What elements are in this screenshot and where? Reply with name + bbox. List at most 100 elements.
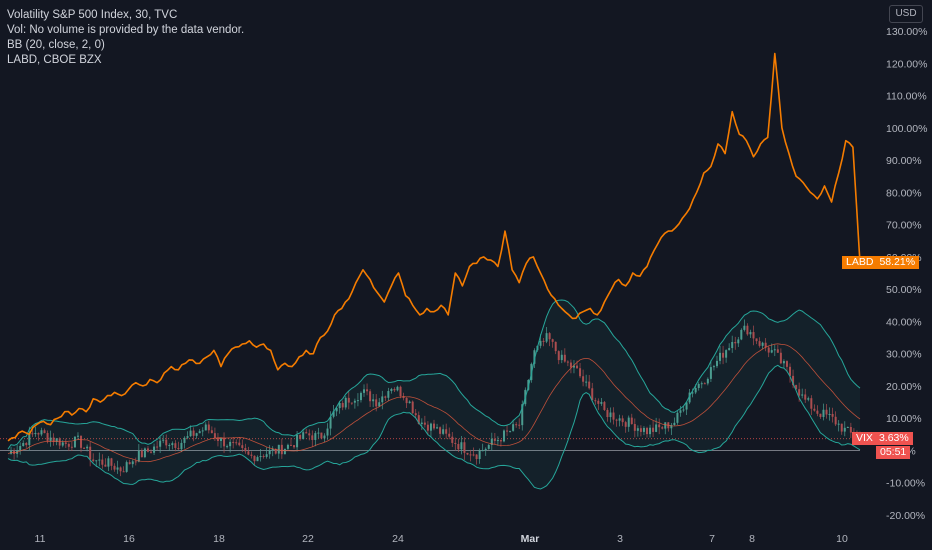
vix-candle-body	[758, 341, 761, 346]
legend-bb[interactable]: BB (20, close, 2, 0)	[7, 39, 105, 51]
vix-candle-body	[52, 437, 55, 442]
labd-price-tag: LABD 58.21%	[842, 256, 920, 269]
vix-candle-body	[442, 429, 445, 434]
x-tick-label: 18	[213, 533, 225, 545]
x-tick-label: 8	[749, 533, 755, 545]
vix-candle-body	[673, 422, 676, 426]
legend-compare[interactable]: LABD, CBOE BZX	[7, 54, 102, 66]
vix-candle-body	[624, 422, 627, 427]
vix-candle-body	[740, 329, 743, 340]
vix-candle-body	[627, 417, 630, 427]
y-tick-label: 20.00%	[886, 381, 922, 393]
vix-candle-body	[216, 437, 219, 441]
vix-candle-body	[241, 445, 244, 449]
vix-candle-body	[652, 427, 655, 432]
vix-candle-body	[189, 430, 192, 437]
vix-candle-body	[454, 442, 457, 444]
vix-candle-body	[490, 438, 493, 445]
vix-candle-body	[439, 427, 442, 434]
y-tick-label: 130.00%	[886, 26, 927, 38]
vix-candle-body	[271, 448, 274, 451]
y-tick-label: 10.00%	[886, 413, 922, 425]
vix-candle-body	[247, 451, 250, 455]
vix-candle-body	[801, 394, 804, 396]
vix-candle-body	[350, 402, 353, 404]
bar-countdown: 05:51	[876, 446, 911, 459]
vix-candle-body	[244, 448, 247, 452]
vix-candle-body	[770, 350, 773, 353]
vix-candle-body	[521, 404, 524, 426]
vix-candle-body	[101, 459, 104, 465]
y-tick-label: 110.00%	[886, 91, 927, 103]
vix-candle-body	[664, 422, 667, 429]
vix-candle-body	[289, 444, 292, 446]
vix-candle-body	[603, 402, 606, 410]
vix-candle-body	[43, 430, 46, 434]
vix-candle-body	[162, 439, 165, 441]
vix-candle-body	[642, 427, 645, 432]
vix-candle-body	[697, 383, 700, 388]
vix-candle-body	[420, 422, 423, 424]
vix-candle-body	[472, 454, 475, 456]
vix-candle-body	[734, 342, 737, 344]
vix-price-tag: VIX 3.63%	[852, 432, 913, 445]
currency-button[interactable]: USD	[889, 5, 923, 23]
x-tick-label: 7	[709, 533, 715, 545]
vix-tag-name: VIX	[856, 432, 873, 444]
vix-candle-body	[743, 325, 746, 330]
vix-candle-body	[159, 440, 162, 447]
bb-lower-band	[7, 364, 861, 490]
x-tick-label: 24	[392, 533, 404, 545]
vix-candle-body	[509, 430, 512, 432]
legend-volume-note: Vol: No volume is provided by the data v…	[7, 24, 245, 36]
vix-candle-body	[192, 430, 195, 436]
vix-candle-body	[737, 339, 740, 344]
vix-candle-body	[767, 347, 770, 353]
y-tick-label: 100.00%	[886, 123, 927, 135]
legend-title[interactable]: Volatility S&P 500 Index, 30, TVC	[7, 9, 178, 21]
vix-candle-body	[95, 460, 98, 462]
vix-candle-body	[399, 386, 402, 397]
vix-candle-body	[731, 342, 734, 349]
vix-candle-body	[308, 433, 311, 436]
vix-candle-body	[89, 446, 92, 460]
vix-candle-body	[390, 388, 393, 392]
vix-candle-body	[719, 352, 722, 361]
vix-candle-body	[615, 419, 618, 421]
vix-candle-body	[210, 430, 213, 434]
x-tick-label: Mar	[521, 533, 540, 545]
vix-candle-body	[338, 402, 341, 409]
vix-candle-body	[177, 447, 180, 450]
vix-candle-body	[849, 426, 852, 433]
vix-candle-body	[658, 424, 661, 428]
vix-candle-body	[113, 465, 116, 470]
x-axis[interactable]: 11 16 18 22 24 Mar 3 7 8 10	[35, 533, 848, 545]
vix-candle-body	[676, 412, 679, 423]
labd-series-line[interactable]	[7, 52, 861, 442]
vix-candle-body	[414, 413, 417, 416]
vix-candle-body	[709, 367, 712, 379]
vix-candle-body	[557, 351, 560, 361]
vix-candle-body	[515, 424, 518, 426]
vix-candle-body	[545, 333, 548, 342]
vix-candle-body	[356, 400, 359, 402]
vix-candle-body	[475, 454, 478, 460]
vix-candle-body	[250, 454, 253, 456]
vix-candle-body	[685, 402, 688, 410]
vix-candle-body	[259, 455, 262, 458]
vix-candle-body	[305, 432, 308, 434]
y-tick-label: 40.00%	[886, 316, 922, 328]
vix-candle-body	[773, 349, 776, 351]
vix-candle-body	[49, 437, 52, 441]
vix-candle-body	[119, 467, 122, 472]
vix-candle-body	[539, 340, 542, 346]
vix-candle-body	[363, 389, 366, 393]
vix-candle-body	[174, 443, 177, 448]
vix-candle-body	[746, 325, 749, 335]
y-tick-label: 70.00%	[886, 220, 922, 232]
vix-candle-body	[265, 454, 268, 457]
vix-candle-body	[134, 461, 137, 463]
vix-candle-body	[554, 341, 557, 352]
vix-candle-body	[326, 428, 329, 436]
